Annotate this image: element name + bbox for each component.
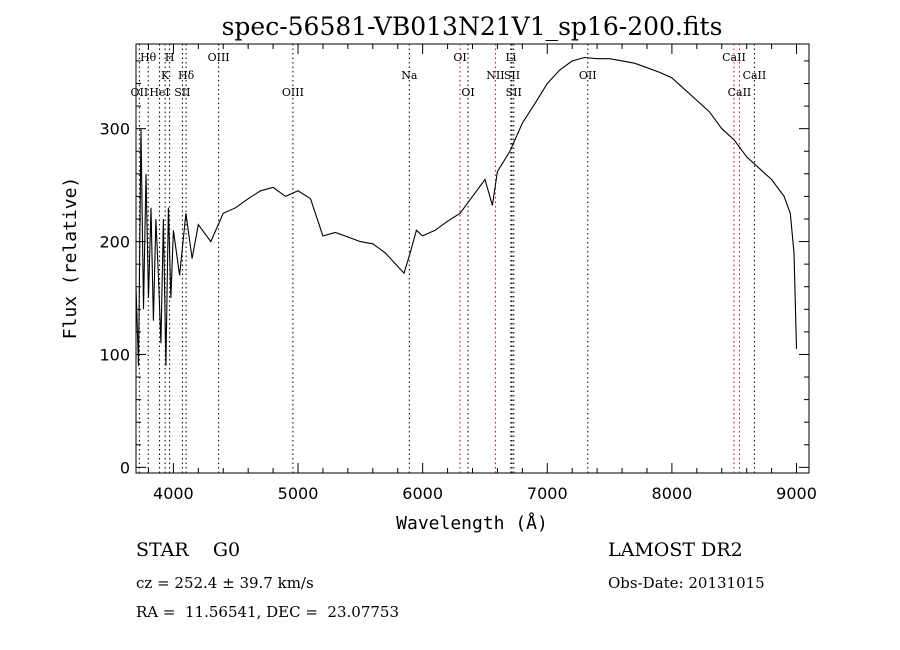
line-label: OI: [461, 86, 474, 99]
line-label: K: [161, 69, 170, 82]
x-tick-label: 4000: [153, 484, 194, 503]
x-axis: 4000 5000 6000 7000 8000 9000: [147, 44, 817, 503]
spectrum-line: [135, 56, 798, 366]
x-tick-label: 9000: [776, 484, 817, 503]
line-markers: [138, 44, 755, 473]
line-label: OI: [453, 51, 466, 64]
line-label: OIII: [208, 51, 230, 64]
ra-dec: RA = 11.56541, DEC = 23.07753: [136, 603, 400, 621]
redshift-cz: cz = 252.4 ± 39.7 km/s: [136, 574, 314, 592]
y-axis-label: Flux (relative): [60, 177, 81, 340]
line-label: CaII: [743, 69, 767, 82]
line-label: Hθ: [140, 51, 157, 64]
survey-name: LAMOST DR2: [608, 539, 743, 561]
x-tick-label: 5000: [278, 484, 319, 503]
plot-frame: [135, 43, 810, 474]
x-tick-label: 6000: [402, 484, 443, 503]
chart-title: spec-56581-VB013N21V1_sp16-200.fits: [222, 12, 723, 41]
spectral-class: STAR G0: [136, 539, 241, 561]
x-tick-label: 7000: [527, 484, 568, 503]
y-tick-label: 0: [120, 458, 130, 477]
line-label: CaII: [728, 86, 752, 99]
x-tick-label: 8000: [652, 484, 693, 503]
line-label: NII: [486, 69, 504, 82]
y-tick-label: 200: [99, 233, 130, 252]
y-tick-label: 300: [99, 120, 130, 139]
observation-date: Obs-Date: 20131015: [608, 574, 765, 592]
line-label: Na: [401, 69, 418, 82]
y-axis: 0 100 200 300: [99, 60, 809, 477]
line-label: OII: [131, 86, 149, 99]
line-label: H: [165, 51, 175, 64]
line-label: SII: [506, 86, 522, 99]
line-label: CaII: [722, 51, 746, 64]
y-tick-label: 100: [99, 345, 130, 364]
x-axis-label: Wavelength (Å): [396, 512, 548, 534]
line-label: OIII: [282, 86, 304, 99]
line-label: OII: [579, 69, 597, 82]
line-label: Hδ: [178, 69, 195, 82]
line-label: SII: [174, 86, 190, 99]
line-label: SII: [504, 69, 520, 82]
line-label: Li: [505, 51, 516, 64]
line-label: HeI: [149, 86, 169, 99]
